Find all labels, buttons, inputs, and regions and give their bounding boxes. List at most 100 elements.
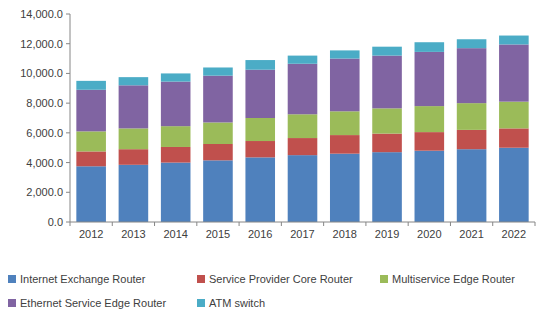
bar-segment [288, 114, 318, 138]
bar-segment [119, 165, 149, 222]
y-tick-label: 2,000.0 [26, 186, 63, 198]
bar-segment [203, 76, 233, 123]
bar-segment [203, 160, 233, 222]
legend-label: Internet Exchange Router [20, 273, 146, 285]
bar-segment [203, 122, 233, 144]
y-tick [66, 103, 70, 104]
bar-segment [415, 106, 445, 132]
bar-segment [499, 148, 529, 222]
x-tick-label: 2012 [79, 228, 103, 240]
bar-segment [203, 144, 233, 160]
x-tick [492, 222, 493, 226]
bar-segment [288, 64, 318, 115]
y-tick-label: 14,000.0 [20, 8, 63, 20]
bar-segment [457, 39, 487, 48]
y-tick-label: 8,000.0 [26, 97, 63, 109]
x-tick-label: 2017 [290, 228, 314, 240]
x-tick [281, 222, 282, 226]
x-tick-label: 2019 [375, 228, 399, 240]
bar-segment [372, 134, 402, 153]
x-tick [70, 222, 71, 226]
bar-segment [161, 73, 191, 81]
y-tick-label: 0.0 [48, 216, 63, 228]
bar-segment [457, 103, 487, 130]
bar-segment [499, 36, 529, 45]
bar-segment [457, 130, 487, 149]
x-tick-label: 2013 [121, 228, 145, 240]
legend-label: ATM switch [209, 297, 265, 309]
x-tick [154, 222, 155, 226]
bar-segment [161, 163, 191, 222]
bar-segment [161, 82, 191, 127]
bar-segment [499, 128, 529, 147]
bar-segment [372, 47, 402, 56]
x-tick-label: 2018 [333, 228, 357, 240]
bar-segment [372, 108, 402, 133]
x-tick-label: 2020 [417, 228, 441, 240]
legend-label: Multiservice Edge Router [392, 273, 515, 285]
bar-segment [245, 157, 275, 222]
legend-swatch [8, 275, 16, 283]
x-tick-label: 2016 [248, 228, 272, 240]
bar-segment [288, 155, 318, 222]
y-tick-label: 6,000.0 [26, 127, 63, 139]
bar-segment [457, 48, 487, 103]
bar-segment [330, 59, 360, 112]
x-tick [365, 222, 366, 226]
bar-segment [245, 70, 275, 118]
x-tick [196, 222, 197, 226]
bar-segment [415, 132, 445, 151]
legend-label: Ethernet Service Edge Router [20, 297, 166, 309]
bars [76, 36, 528, 222]
bar-segment [119, 85, 149, 128]
bar-segment [499, 44, 529, 101]
legend-swatch [197, 299, 205, 307]
bar-segment [330, 50, 360, 58]
bar-segment [203, 67, 233, 75]
y-tick-label: 12,000.0 [20, 38, 63, 50]
legend-label: Service Provider Core Router [209, 273, 353, 285]
bar-segment [245, 141, 275, 157]
bar-segment [499, 102, 529, 129]
x-tick [450, 222, 451, 226]
bar-segment [161, 147, 191, 163]
legend-swatch [197, 275, 205, 283]
bar-segment [119, 128, 149, 149]
y-tick [66, 222, 70, 223]
y-tick-label: 10,000.0 [20, 67, 63, 79]
x-tick-label: 2021 [459, 228, 483, 240]
x-axis [70, 222, 535, 223]
bar-segment [161, 126, 191, 147]
bar-segment [372, 56, 402, 109]
bar-segment [330, 135, 360, 154]
bar-segment [119, 149, 149, 165]
bar-segment [330, 154, 360, 222]
bar-segment [415, 42, 445, 52]
bar-segment [288, 138, 318, 155]
y-tick-label: 4,000.0 [26, 157, 63, 169]
bar-segment [76, 81, 106, 90]
legend-swatch [380, 275, 388, 283]
chart: 0.0 2,000.0 4,000.0 6,000.0 8,000.0 10,000.0 1… [0, 0, 554, 322]
bar-segment [288, 56, 318, 64]
x-tick [535, 222, 536, 226]
bar-segment [415, 52, 445, 106]
x-tick-label: 2015 [206, 228, 230, 240]
y-axis [70, 14, 71, 222]
bar-segment [76, 151, 106, 166]
x-tick [112, 222, 113, 226]
y-tick [66, 14, 70, 15]
bar-segment [76, 90, 106, 132]
x-tick [323, 222, 324, 226]
x-tick [408, 222, 409, 226]
y-tick [66, 73, 70, 74]
x-tick-label: 2014 [163, 228, 187, 240]
legend-swatch [8, 299, 16, 307]
bar-segment [330, 111, 360, 135]
y-tick [66, 192, 70, 193]
y-tick [66, 132, 70, 133]
bar-segment [245, 118, 275, 141]
x-tick-label: 2022 [502, 228, 526, 240]
y-tick [66, 162, 70, 163]
bar-segment [415, 151, 445, 222]
